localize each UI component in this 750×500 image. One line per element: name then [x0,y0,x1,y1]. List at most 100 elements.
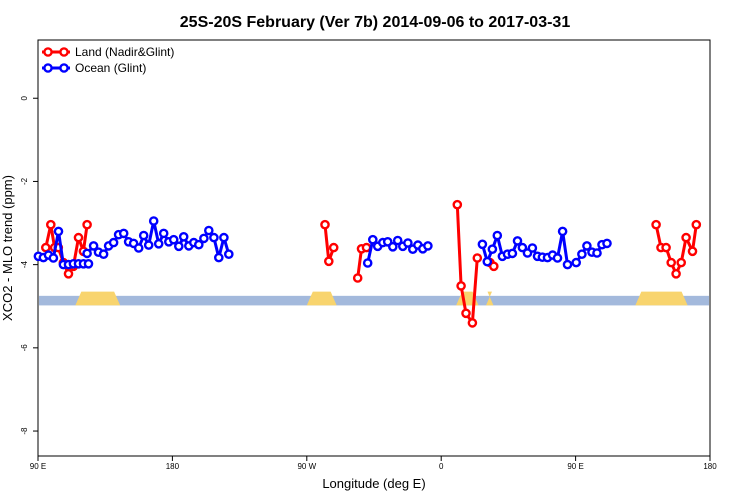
data-point [320,219,330,230]
legend-marker [43,47,53,57]
data-point [552,253,563,263]
data-point [661,242,671,253]
data-point [507,248,518,259]
data-point [108,237,119,248]
data-point [467,318,478,328]
x-tick-label: 90 W [297,462,316,471]
legend-marker [43,63,53,73]
x-axis: 90 E 180 90 W 0 90 E 180 [30,456,717,471]
data-point [328,242,339,253]
data-point [352,273,363,283]
y-tick-label: -6 [20,344,29,352]
data-point [482,256,493,267]
data-point [488,261,499,272]
data-point [582,241,592,251]
legend-marker [59,47,69,57]
legend-marker [59,63,69,73]
land-band-segment [486,291,494,306]
data-point [98,249,109,259]
data-point [48,253,59,263]
ocean-band [39,295,709,306]
data-point [527,243,538,253]
data-point [487,244,498,254]
data-point [153,238,164,249]
data-point [82,248,92,259]
legend-label: Land (Nadir&Glint) [75,45,174,59]
data-point [53,226,64,237]
land-band-segment [306,291,337,306]
data-point [423,241,433,251]
data-point [158,228,169,239]
data-point [557,226,568,237]
data-point [403,238,413,248]
data-point [687,246,698,257]
data-point [477,239,488,250]
legend-label: Ocean (Glint) [75,61,146,75]
data-point [577,249,587,259]
data-point [203,225,214,236]
data-point [562,259,573,270]
data-point [143,240,154,250]
data-point [88,241,99,251]
data-point [666,257,677,268]
legend: Land (Nadir&Glint) Ocean (Glint) [42,45,174,75]
data-point [691,219,702,230]
data-point [178,231,189,242]
data-point [517,242,528,253]
data-point [219,232,229,243]
data-point [362,258,373,268]
data-point [173,241,184,252]
data-point [671,268,681,279]
y-tick-label: -8 [20,427,29,435]
x-tick-label: 180 [166,462,180,471]
x-tick-label: 90 E [567,462,583,471]
data-point [456,281,466,291]
x-tick-label: 0 [439,462,444,471]
data-point [681,232,691,243]
series-ocean [33,216,612,270]
y-tick-label: 0 [20,95,29,100]
data-point [41,242,51,253]
data-point [46,219,56,230]
data-point [392,235,403,246]
data-point [148,216,159,226]
y-axis-label: XCO2 - MLO trend (ppm) [0,175,15,321]
data-point [367,234,378,245]
x-tick-label: 180 [703,462,717,471]
data-point [602,238,612,249]
land-band-segment [75,291,121,306]
data-point [138,230,149,241]
data-point [651,219,661,230]
land-band-segment [635,291,688,306]
data-point [452,199,463,210]
legend-item: Land (Nadir&Glint) [42,45,174,59]
data-point [223,249,234,259]
data-point [323,256,334,267]
series-layer [33,199,702,328]
data-point [472,253,483,263]
y-axis: 0 -2 -4 -6 -8 [20,95,38,435]
data-point [209,232,219,243]
data-point [461,308,471,319]
data-point [193,239,204,250]
y-tick-label: -4 [20,261,29,269]
data-point [118,228,129,239]
data-point [168,234,179,245]
data-point [83,258,94,269]
data-point [73,232,84,243]
data-point [133,243,144,253]
data-point [592,248,602,258]
data-point [199,233,209,244]
data-point [387,241,398,252]
data-point [571,257,582,268]
data-point [676,257,687,268]
data-point [512,236,523,246]
x-tick-label: 90 E [30,462,46,471]
y-tick-label: -2 [20,177,29,185]
data-point [213,252,224,263]
chart-title: 25S-20S February (Ver 7b) 2014-09-06 to … [180,14,571,31]
data-point [63,268,74,279]
data-point [492,230,503,241]
data-point [82,219,92,230]
